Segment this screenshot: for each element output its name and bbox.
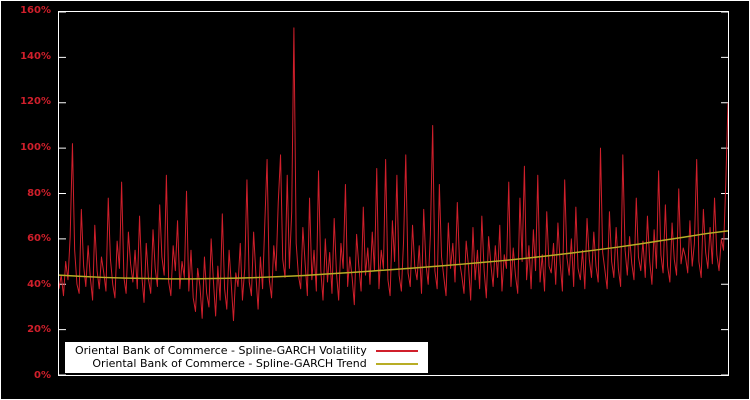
plot-area: Oriental Bank of Commerce - Spline-GARCH… bbox=[58, 11, 729, 376]
y-axis-labels: 0% 20% 40% 60% 80% 100% 120% 140% 160% bbox=[1, 1, 53, 399]
y-tick-label: 60% bbox=[27, 233, 51, 245]
y-tick-label: 120% bbox=[20, 96, 51, 108]
y-tick-label: 80% bbox=[27, 187, 51, 199]
legend-label-trend: Oriental Bank of Commerce - Spline-GARCH… bbox=[92, 357, 367, 370]
legend: Oriental Bank of Commerce - Spline-GARCH… bbox=[65, 342, 428, 373]
y-tick-label: 160% bbox=[20, 5, 51, 16]
volatility-chart-canvas bbox=[59, 12, 728, 375]
legend-swatch-trend bbox=[375, 362, 418, 365]
legend-label-volatility: Oriental Bank of Commerce - Spline-GARCH… bbox=[75, 344, 367, 357]
y-tick-label: 0% bbox=[34, 370, 51, 381]
y-tick-label: 20% bbox=[27, 324, 51, 336]
y-tick-label: 40% bbox=[27, 278, 51, 290]
y-tick-label: 100% bbox=[20, 141, 51, 153]
legend-swatch-volatility bbox=[375, 349, 418, 352]
legend-item-volatility: Oriental Bank of Commerce - Spline-GARCH… bbox=[75, 344, 418, 357]
legend-item-trend: Oriental Bank of Commerce - Spline-GARCH… bbox=[75, 357, 418, 370]
y-tick-label: 140% bbox=[20, 50, 51, 62]
